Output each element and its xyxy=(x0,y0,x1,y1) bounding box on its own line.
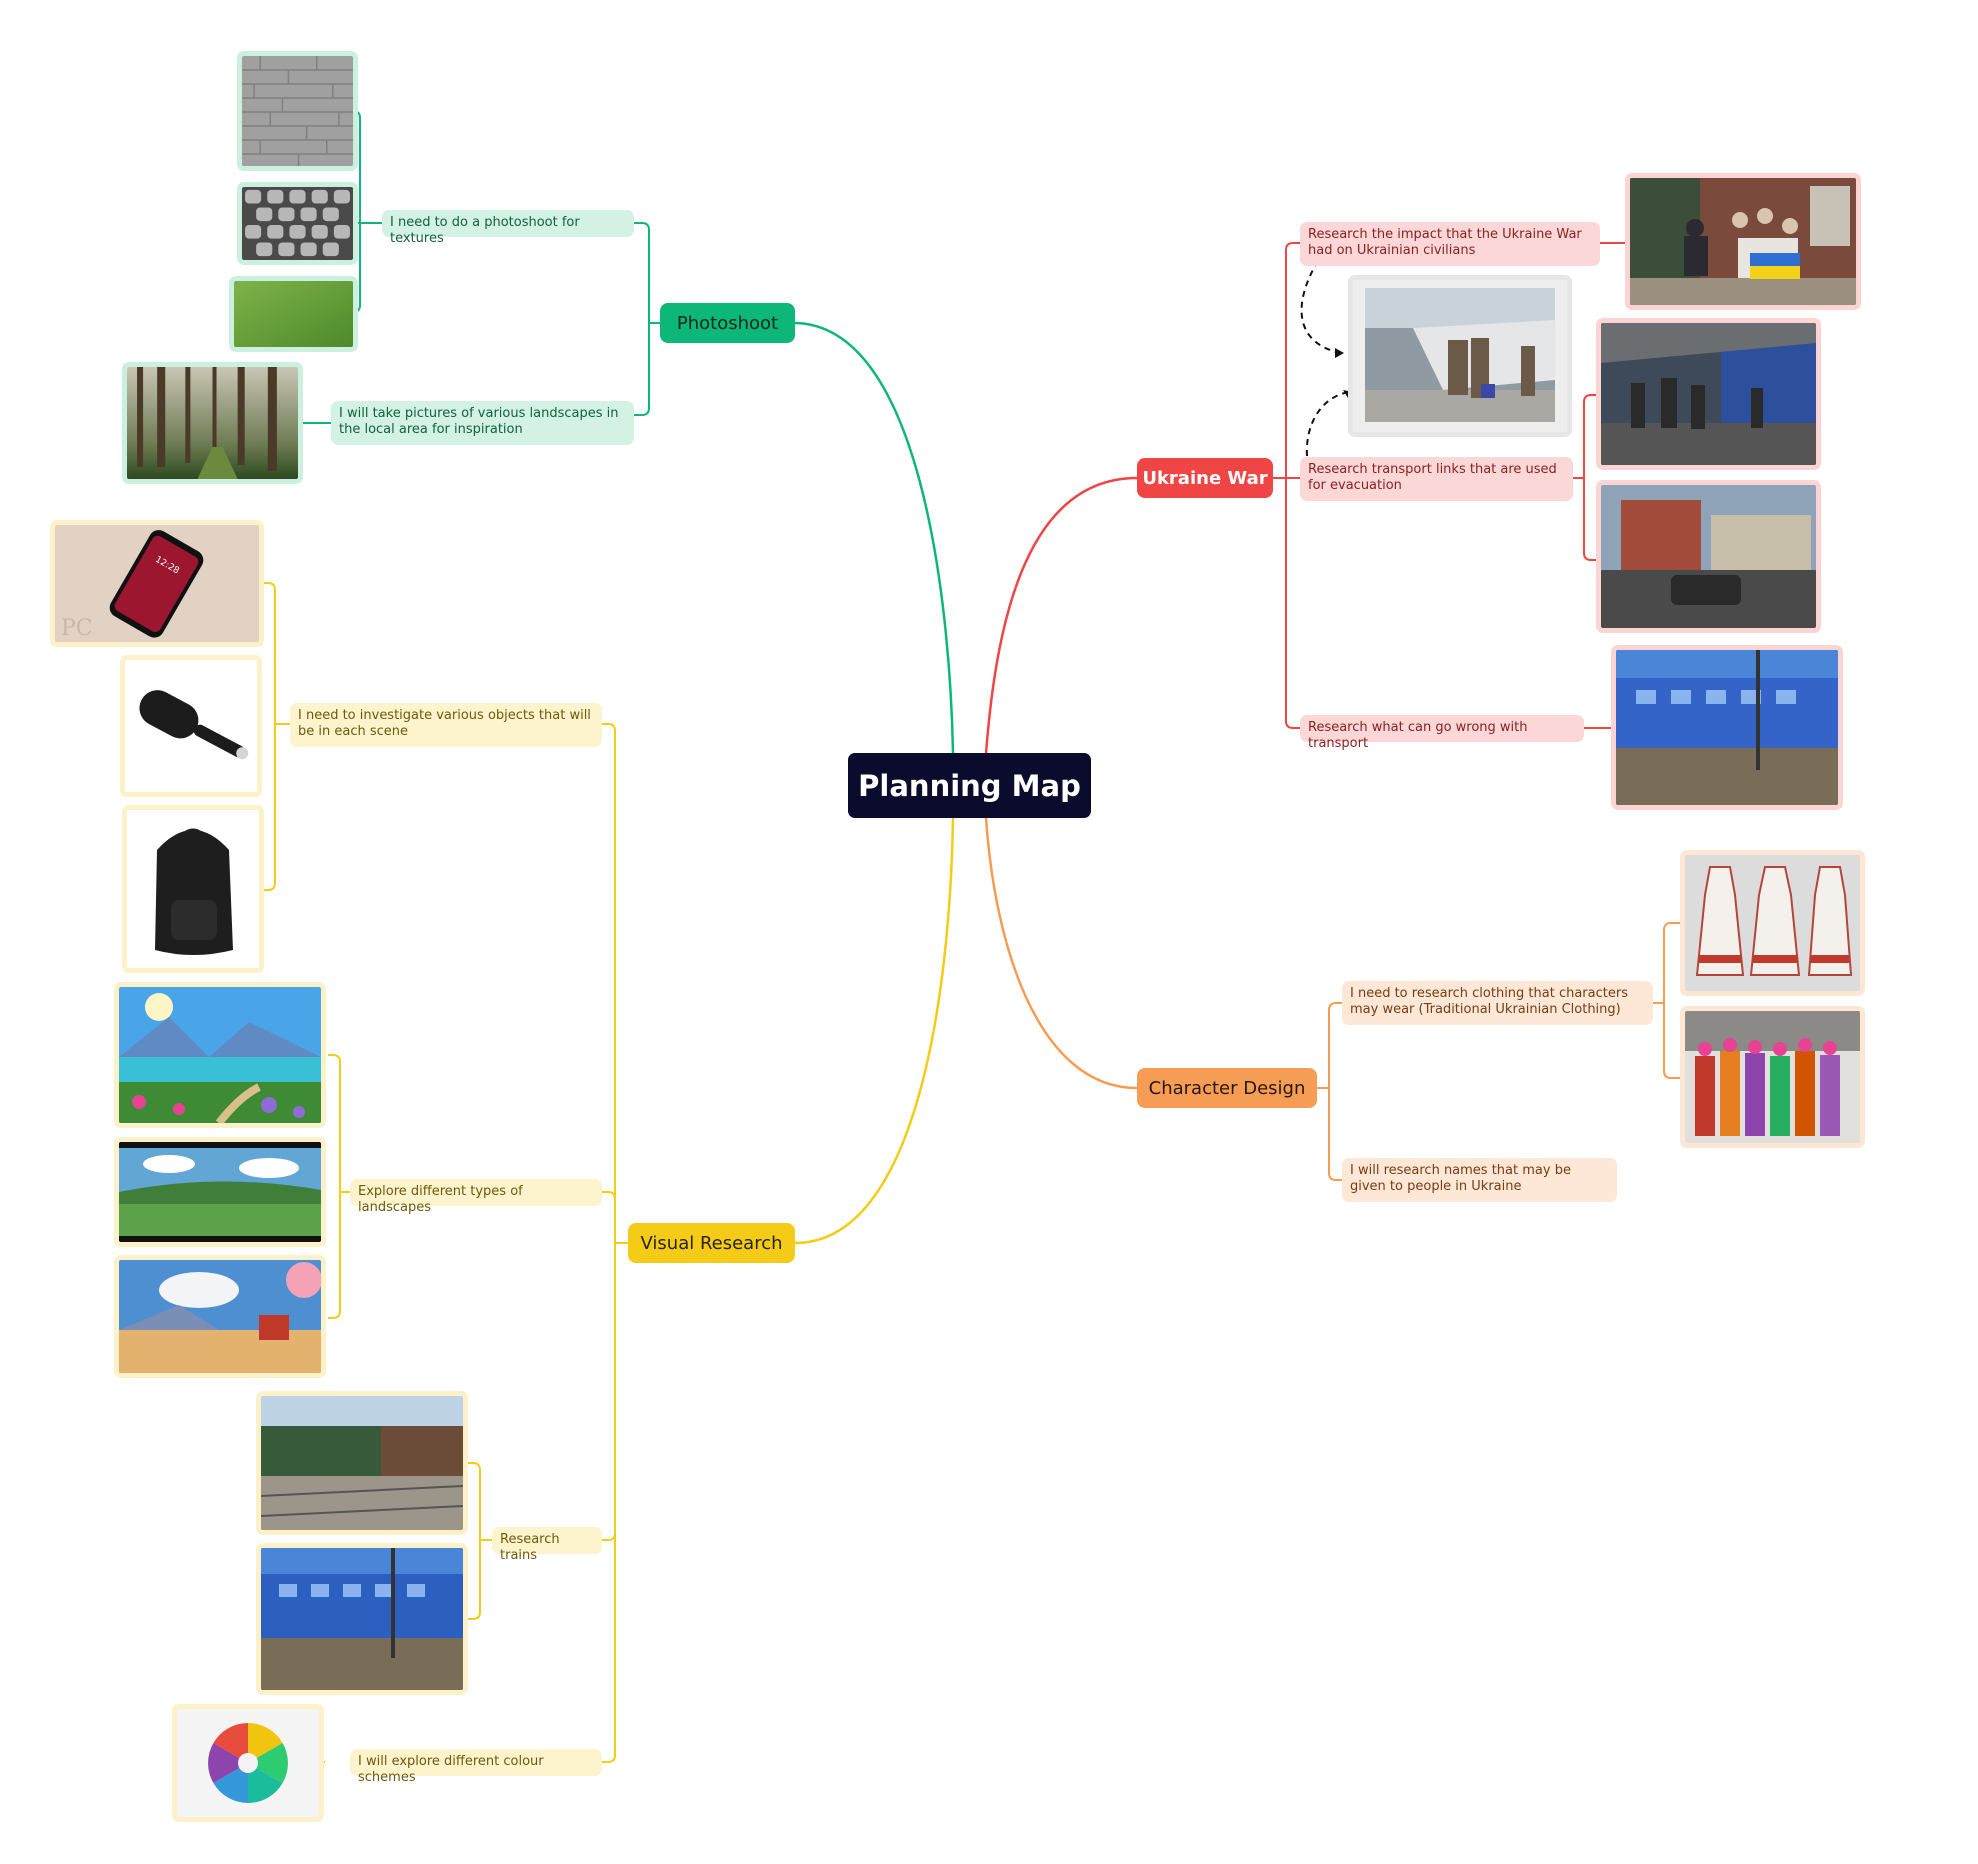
subtopic-text: I need to investigate various objects th… xyxy=(298,708,591,739)
colour-wheel-image xyxy=(172,1704,324,1822)
subtopic-text: I need to do a photoshoot for textures xyxy=(390,215,580,246)
forest-landscape-image xyxy=(122,362,303,484)
subtopic-clothing[interactable]: I need to research clothing that charact… xyxy=(1342,981,1653,1025)
blue-train-image xyxy=(256,1543,468,1695)
topic-character-design[interactable]: Character Design xyxy=(1137,1068,1317,1108)
backpack-image xyxy=(122,805,264,973)
topic-label: Visual Research xyxy=(640,1232,783,1254)
subtopic-text: Research trains xyxy=(500,1532,560,1563)
subtopic-transport-risks[interactable]: Research what can go wrong with transpor… xyxy=(1300,715,1584,751)
subtopic-text: Research transport links that are used f… xyxy=(1308,462,1557,493)
topic-label: Photoshoot xyxy=(676,312,779,334)
central-topic[interactable]: Planning Map xyxy=(848,753,1091,818)
topic-visual-research[interactable]: Visual Research xyxy=(628,1223,795,1263)
blue-train-damage-image xyxy=(1611,645,1843,810)
topic-photoshoot[interactable]: Photoshoot xyxy=(660,303,795,343)
branch-visual xyxy=(794,817,955,1245)
topic-ukraine-war[interactable]: Ukraine War xyxy=(1137,458,1273,498)
fantasy-landscape-image xyxy=(114,982,326,1128)
phone-watermark: PC xyxy=(61,616,93,641)
smartphone-image: 12:28 PC xyxy=(50,520,264,647)
subtopic-civilian-impact[interactable]: Research the impact that the Ukraine War… xyxy=(1300,222,1600,266)
train-platform-reunion-image xyxy=(1348,275,1572,437)
subtopic-landscape-types[interactable]: Explore different types of landscapes xyxy=(350,1179,602,1215)
central-title: Planning Map xyxy=(858,768,1081,803)
texture-paving-image xyxy=(237,51,358,171)
subtopic-evacuation-transport[interactable]: Research transport links that are used f… xyxy=(1300,457,1573,501)
subtopic-textures[interactable]: I need to do a photoshoot for textures xyxy=(382,210,634,246)
branch-photoshoot xyxy=(794,321,955,754)
branch-ukraine xyxy=(984,476,1138,754)
subtopic-landscape-photos[interactable]: I will take pictures of various landscap… xyxy=(331,401,634,445)
freight-train-image xyxy=(256,1391,468,1535)
subtopic-names[interactable]: I will research names that may be given … xyxy=(1342,1158,1617,1202)
green-field-landscape-image xyxy=(114,1137,326,1247)
anime-train-landscape-image xyxy=(114,1255,326,1378)
folk-costume-group-image xyxy=(1680,1006,1865,1148)
topic-label: Character Design xyxy=(1148,1077,1306,1099)
subtopic-text: Explore different types of landscapes xyxy=(358,1184,523,1215)
family-with-flag-image xyxy=(1625,173,1861,310)
subtopic-text: Research the impact that the Ukraine War… xyxy=(1308,227,1582,258)
subtopic-text: Research what can go wrong with transpor… xyxy=(1308,720,1528,751)
subtopic-text: I will research names that may be given … xyxy=(1350,1163,1571,1194)
branch-character xyxy=(984,817,1138,1090)
subtopic-text: I will explore different colour schemes xyxy=(358,1754,544,1785)
damaged-station-image xyxy=(1596,480,1821,633)
hairbrush-image xyxy=(120,655,262,797)
subtopic-text: I need to research clothing that charact… xyxy=(1350,986,1628,1017)
traditional-clothing-image xyxy=(1680,850,1865,996)
crowded-station-image xyxy=(1596,318,1821,470)
subtopic-text: I will take pictures of various landscap… xyxy=(339,406,619,437)
texture-grass-image xyxy=(229,276,358,352)
texture-interlock-image xyxy=(237,182,358,265)
subtopic-trains[interactable]: Research trains xyxy=(492,1527,602,1563)
topic-label: Ukraine War xyxy=(1142,467,1268,489)
subtopic-objects[interactable]: I need to investigate various objects th… xyxy=(290,703,602,747)
subtopic-colour-schemes[interactable]: I will explore different colour schemes xyxy=(350,1749,602,1785)
